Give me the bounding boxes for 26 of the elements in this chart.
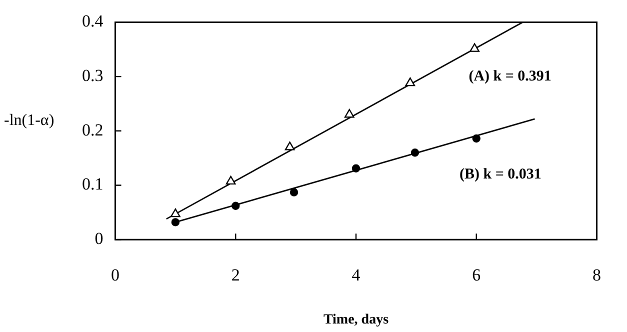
point [284, 142, 295, 150]
annotation: (A) k = 0.391 [468, 68, 552, 84]
y-tick-label: 0.2 [82, 120, 104, 140]
x-tick-label: 4 [352, 265, 361, 284]
point [405, 77, 416, 86]
x-tick-label: 0 [111, 265, 120, 284]
point [171, 218, 180, 226]
point [232, 202, 240, 210]
point [472, 134, 480, 143]
point [226, 176, 236, 185]
y-axis-title: -ln(1-α) [4, 112, 54, 130]
x-axis-title: Time, days [323, 312, 390, 328]
point [470, 43, 480, 52]
point [344, 108, 354, 118]
annotation: (B) k = 0.031 [460, 166, 542, 182]
y-tick-label: 0 [94, 229, 104, 248]
y-tick-label: 0.1 [82, 174, 104, 194]
y-tick-label: 0.3 [82, 66, 104, 86]
y-tick-label: 0.4 [82, 12, 104, 31]
x-tick-label: 6 [472, 265, 481, 284]
x-tick-label: 8 [592, 265, 601, 284]
point [170, 208, 180, 218]
point [410, 148, 420, 157]
x-tick-label: 2 [231, 265, 240, 284]
point [352, 164, 360, 172]
point [290, 188, 298, 196]
